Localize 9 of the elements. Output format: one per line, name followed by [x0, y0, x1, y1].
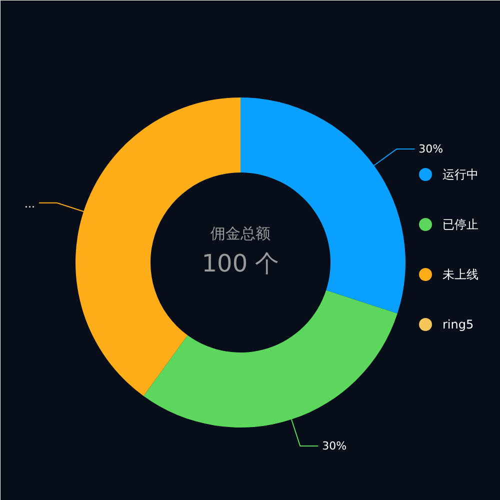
data-label: 30%: [322, 440, 347, 453]
legend-label: 未上线: [442, 268, 478, 282]
legend-label: ring5: [442, 318, 474, 332]
text: 佣金总额: [210, 224, 270, 242]
legend-label: 已停止: [442, 218, 478, 232]
text: 100 个: [202, 250, 280, 278]
data-label: 30%: [418, 142, 444, 156]
data-label: ...: [24, 197, 35, 210]
legend-label: 运行中: [442, 168, 478, 182]
